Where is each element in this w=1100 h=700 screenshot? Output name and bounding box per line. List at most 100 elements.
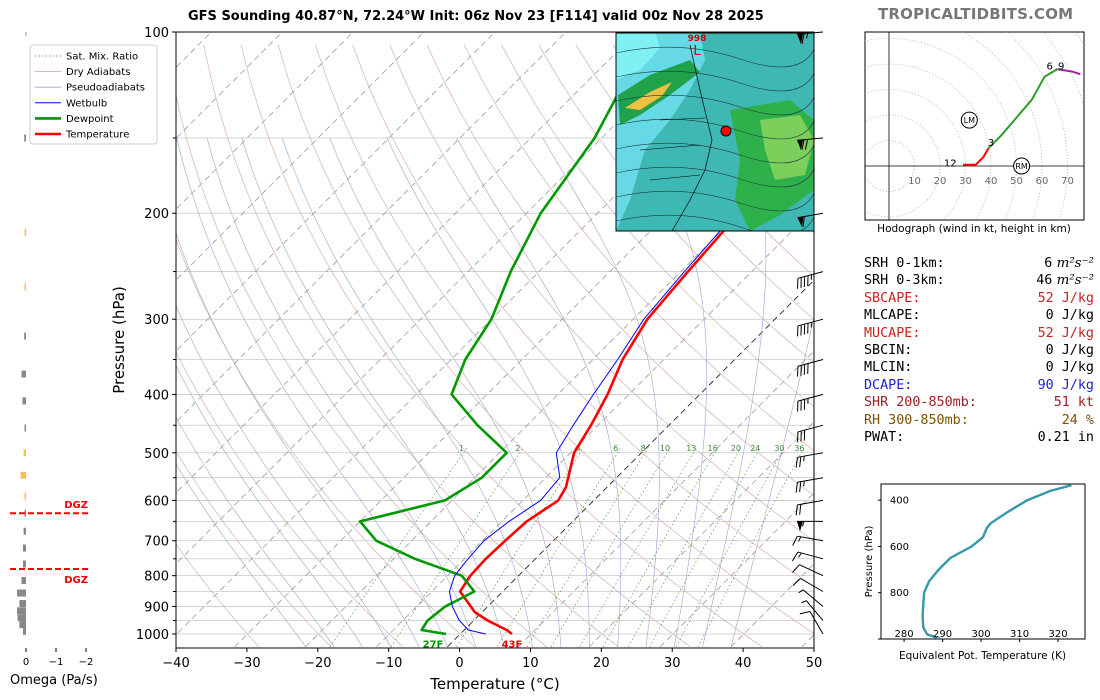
index-value: 0 J/kg	[1046, 307, 1094, 324]
pseudoadiabat	[176, 232, 420, 647]
barb-flag	[801, 33, 805, 44]
barb-flag	[800, 277, 802, 288]
x-tick-label: 40	[735, 656, 752, 671]
barb-flag	[803, 324, 806, 335]
mixing-ratio-label: 30	[774, 444, 784, 453]
hodograph-plot: 10 20 30 40 50 60 70 12 3 6 9 LM RM	[865, 32, 1084, 220]
omega-x-label: Omega (Pa/s)	[10, 673, 98, 688]
wind-barb	[797, 31, 824, 44]
index-label: SRH 0-1km:	[864, 256, 945, 271]
barb-pennant	[797, 33, 804, 44]
omega-bar	[23, 527, 26, 535]
dgz-label: DGZ	[64, 575, 88, 586]
map-isobar	[616, 70, 814, 92]
map-isobar	[616, 214, 814, 231]
barb-shaft	[797, 499, 824, 506]
barb-flag	[795, 482, 798, 493]
index-number: 52 J/kg	[1037, 290, 1094, 306]
barb-flag	[792, 535, 798, 546]
wind-barb	[797, 359, 824, 377]
omega-bar	[24, 424, 26, 432]
index-label: MLCIN:	[864, 360, 913, 376]
hodograph-tick-label: 60	[1036, 176, 1049, 187]
wind-barb	[791, 551, 824, 562]
barb-flag	[800, 400, 802, 411]
wind-barb	[792, 578, 824, 592]
legend-label: Dewpoint	[66, 114, 114, 125]
hodograph-trace	[963, 147, 990, 166]
barb-flag	[799, 504, 802, 515]
barb-flag	[797, 278, 799, 289]
hodograph-tick-label: 10	[908, 176, 921, 187]
dry-adiabat	[176, 450, 332, 648]
hodograph-trace	[1057, 68, 1081, 76]
omega-x-tick-label: 0	[23, 657, 29, 668]
barb-half-flag	[803, 456, 805, 462]
x-tick-label: −20	[304, 656, 331, 671]
index-row: PWAT: 0.21 in	[864, 429, 1094, 446]
theta-e-profile	[921, 484, 1072, 639]
mixing-ratio-label: 10	[660, 444, 670, 453]
theta-e-y-tick-label: 400	[890, 496, 909, 507]
barb-shaft	[797, 31, 824, 35]
barb-flag	[797, 431, 799, 443]
dewpoint-profile	[358, 32, 653, 636]
pseudoadiabat	[176, 305, 391, 647]
mixing-ratio-line	[526, 447, 649, 647]
pseudoadiabat	[281, 137, 533, 647]
mixing-ratio-line	[497, 447, 622, 647]
x-tick-label: 20	[593, 656, 610, 671]
theta-e-x-tick-label: 280	[895, 629, 914, 640]
x-tick-label: 50	[806, 656, 823, 671]
omega-bar	[23, 544, 26, 552]
dry-adiabat	[176, 238, 475, 648]
x-tick-label: 30	[664, 656, 681, 671]
omega-bar	[17, 607, 26, 615]
y-tick-label: 800	[144, 570, 169, 585]
barb-shaft	[800, 578, 824, 592]
legend-label: Temperature	[65, 130, 129, 141]
barb-half-flag	[801, 600, 807, 604]
mixing-ratio-line	[390, 447, 524, 647]
y-tick-label: 600	[144, 494, 169, 509]
y-tick-label: 900	[144, 600, 169, 615]
wind-barb	[797, 137, 824, 150]
index-row: DCAPE: 90 J/kg	[864, 377, 1094, 394]
index-value: 24 %	[1062, 412, 1094, 429]
dgz-label: DGZ	[64, 500, 88, 511]
barb-flag	[802, 216, 805, 227]
barb-half-flag	[810, 322, 812, 328]
wetbulb-profile	[449, 117, 814, 635]
wind-barb	[795, 452, 824, 468]
isotherm-line	[176, 32, 354, 210]
mixing-ratio-line	[649, 447, 761, 647]
legend-label: Dry Adiabats	[66, 67, 130, 78]
storm-motion-label: RM	[1015, 162, 1028, 171]
isotherm-line	[176, 32, 567, 423]
index-unit: m²s⁻²	[1052, 256, 1094, 271]
dry-adiabat	[240, 44, 691, 648]
barb-shaft	[797, 393, 824, 402]
index-row: MLCAPE: 0 J/kg	[864, 307, 1094, 324]
pseudoadiabat	[176, 137, 448, 647]
map-coastline	[671, 44, 713, 231]
omega-bar	[24, 492, 26, 500]
omega-bar	[19, 600, 26, 608]
barb-shaft	[797, 424, 824, 433]
index-value: 52 J/kg	[1038, 290, 1094, 307]
mixing-ratio-line	[456, 447, 584, 647]
omega-x-tick-label: −2	[79, 657, 94, 668]
y-axis-label: Pressure (hPa)	[110, 286, 128, 394]
isotherm-line	[176, 32, 496, 352]
dry-adiabat	[389, 44, 814, 542]
map-ocean-precip-core	[760, 115, 814, 180]
barb-half-flag	[807, 398, 809, 404]
barb-flag	[792, 564, 800, 573]
pseudoadiabat	[176, 416, 335, 647]
x-tick-label: 0	[455, 656, 463, 671]
theta-e-x-tick-label: 290	[933, 629, 952, 640]
omega-bar	[17, 614, 26, 622]
barb-flag	[800, 365, 802, 376]
index-value: 52 J/kg	[1038, 325, 1094, 342]
